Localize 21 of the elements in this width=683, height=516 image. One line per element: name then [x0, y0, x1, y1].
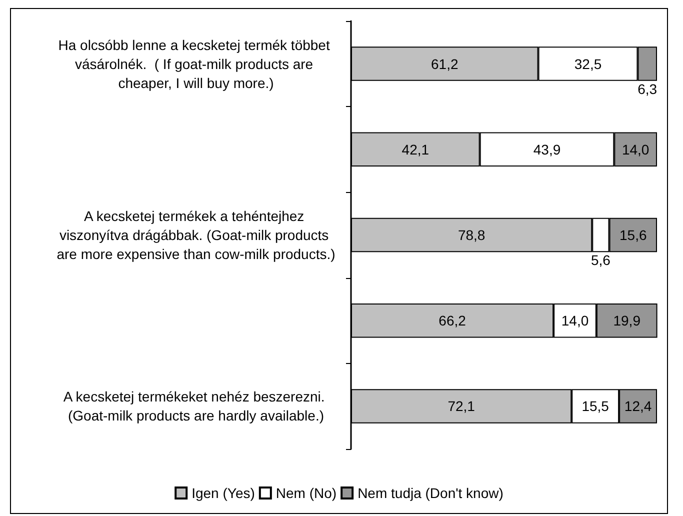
- data-label: 66,2: [438, 312, 466, 329]
- legend-label: Igen (Yes): [192, 485, 255, 501]
- y-tick-label: A kecsketej termékeket nehéz beszerezni. (Goat-milk products are hardly available.): [63, 388, 329, 424]
- data-label: 6,3: [638, 80, 658, 97]
- legend-label: Nem (No): [276, 485, 337, 501]
- data-label: 78,8: [458, 227, 486, 243]
- data-label: 61,2: [431, 56, 458, 72]
- data-label: 43,9: [533, 141, 561, 158]
- data-label: 14,0: [561, 312, 589, 329]
- data-label: 12,4: [624, 398, 652, 414]
- data-label: 14,0: [622, 141, 650, 158]
- data-label: 15,6: [620, 227, 647, 243]
- data-label: 19,9: [613, 312, 641, 329]
- legend-label: Nem tudja (Don't know): [358, 485, 504, 501]
- data-label: 5,6: [590, 252, 611, 268]
- data-label: 15,5: [582, 398, 610, 414]
- y-tick-label: Ha olcsóbb lenne a kecsketej termék többet vásárolnék. ( If goat-milk products are cheaper, I will buy more.): [58, 36, 334, 91]
- data-label: 72,1: [448, 398, 476, 414]
- data-label: 32,5: [574, 56, 602, 72]
- y-tick-label: A kecsketej termékek a tehéntejhez viszonyítva drágábbak. (Goat-milk products are more expensive than cow-milk products.): [56, 208, 336, 262]
- data-label: 42,1: [402, 141, 430, 158]
